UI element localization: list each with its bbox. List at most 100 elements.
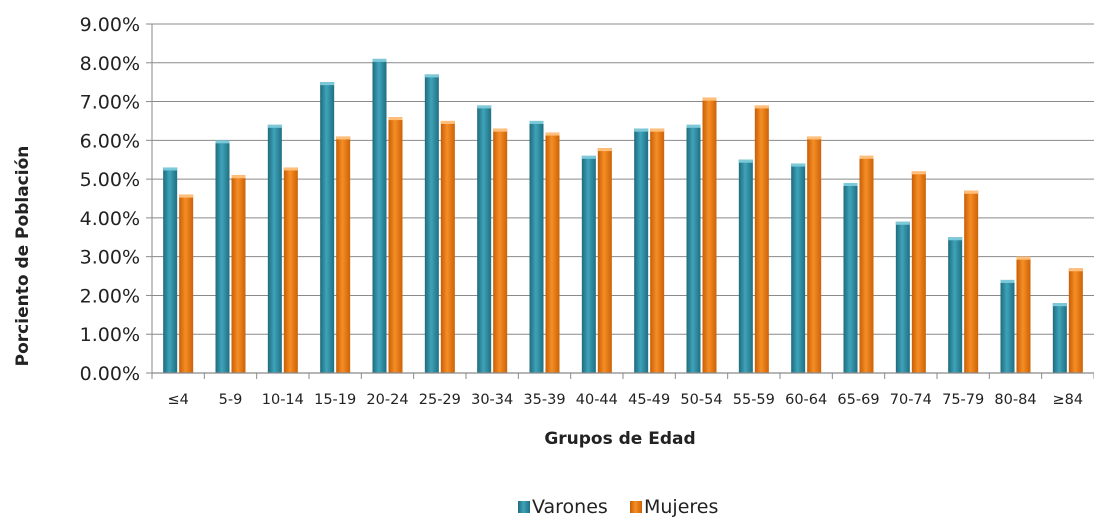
bar-mujeres-16 <box>1016 256 1031 373</box>
bar-mujeres-6 <box>493 128 508 373</box>
bar-varones-5 <box>424 74 439 374</box>
bar-body <box>807 136 822 373</box>
y-tick-label: 3.00% <box>80 247 140 269</box>
y-tick-label: 1.00% <box>80 324 140 346</box>
bar-varones-8 <box>581 155 596 373</box>
x-tick-label: 80-84 <box>994 392 1036 408</box>
bar-cap <box>336 136 351 140</box>
bar-body <box>702 97 717 373</box>
bar-varones-17 <box>1052 303 1067 373</box>
bar-body <box>1052 303 1067 373</box>
y-tick-label: 9.00% <box>80 14 140 36</box>
bar-varones-2 <box>267 124 282 373</box>
bar-mujeres-1 <box>231 175 246 373</box>
bar-mujeres-11 <box>754 105 769 373</box>
bar-mujeres-5 <box>440 120 455 373</box>
bar-body <box>686 124 701 373</box>
bar-mujeres-12 <box>807 136 822 373</box>
legend: Varones Mujeres <box>518 496 718 518</box>
y-tick-label: 2.00% <box>80 285 140 307</box>
y-tick-label: 4.00% <box>80 208 140 230</box>
bar-varones-1 <box>215 140 230 373</box>
bar-body <box>231 175 246 373</box>
bar-mujeres-9 <box>650 128 665 373</box>
bar-cap <box>493 128 508 132</box>
bar-body <box>738 159 753 373</box>
gridlines <box>146 23 1094 374</box>
bar-body <box>545 132 560 373</box>
x-tick-label: 35-39 <box>523 392 565 408</box>
bars <box>163 58 1083 374</box>
bar-body <box>754 105 769 373</box>
bar-mujeres-10 <box>702 97 717 373</box>
bar-cap <box>1052 303 1067 307</box>
bar-cap <box>320 82 335 86</box>
bar-body <box>529 120 544 373</box>
bar-cap <box>267 124 282 128</box>
x-tick-label: 10-14 <box>262 392 304 408</box>
y-tick-labels: 0.00% 1.00% 2.00% 3.00% 4.00% 5.00% 6.00% 7.00%… <box>80 14 140 385</box>
x-axis-title: Grupos de Edad <box>544 429 695 449</box>
bar-cap <box>1016 256 1031 260</box>
x-tick-label: 70-74 <box>890 392 932 408</box>
bar-cap <box>440 120 455 124</box>
bar-cap <box>372 58 387 62</box>
x-tick-label: 15-19 <box>314 392 356 408</box>
bar-body <box>791 163 806 373</box>
bar-body <box>650 128 665 373</box>
bar-body <box>372 58 387 374</box>
legend-label: Mujeres <box>644 496 718 518</box>
bar-body <box>895 221 910 373</box>
x-tick-label: 30-34 <box>471 392 513 408</box>
bar-body <box>911 171 926 373</box>
bar-body <box>283 167 298 373</box>
x-tick-label: ≤4 <box>167 392 188 408</box>
bar-body <box>336 136 351 373</box>
bar-varones-11 <box>738 159 753 373</box>
bar-cap <box>634 128 649 132</box>
bar-body <box>163 167 178 373</box>
bar-cap <box>388 117 403 121</box>
x-tick-label: 5-9 <box>219 392 243 408</box>
y-axis-title: Porciento de Población <box>13 146 33 367</box>
axes <box>151 24 1094 379</box>
x-tick-labels: ≤4 5-9 10-14 15-19 20-24 25-29 30-34 35-39 40-44… <box>167 392 1083 408</box>
bar-cap <box>163 167 178 171</box>
x-tick-label: 60-64 <box>785 392 827 408</box>
bar-cap <box>754 105 769 109</box>
bar-mujeres-7 <box>545 132 560 373</box>
bar-varones-7 <box>529 120 544 373</box>
bar-cap <box>686 124 701 128</box>
bar-cap <box>1068 268 1083 272</box>
x-tick-label: 40-44 <box>576 392 618 408</box>
bar-body <box>948 237 963 373</box>
bar-cap <box>964 190 979 194</box>
bar-mujeres-4 <box>388 117 403 373</box>
y-tick-label: 5.00% <box>80 169 140 191</box>
bar-mujeres-8 <box>597 148 612 373</box>
bar-body <box>493 128 508 373</box>
bar-mujeres-14 <box>911 171 926 373</box>
bar-varones-0 <box>163 167 178 373</box>
bar-cap <box>477 105 492 109</box>
bar-body <box>388 117 403 373</box>
bar-varones-12 <box>791 163 806 373</box>
bar-varones-13 <box>843 182 858 373</box>
bar-body <box>1068 268 1083 373</box>
bar-body <box>320 82 335 374</box>
x-tick-label: 20-24 <box>366 392 408 408</box>
bar-mujeres-15 <box>964 190 979 373</box>
bar-body <box>179 194 194 373</box>
bar-varones-6 <box>477 105 492 373</box>
bar-body <box>843 182 858 373</box>
bar-varones-9 <box>634 128 649 373</box>
bar-body <box>1000 279 1015 373</box>
bar-mujeres-13 <box>859 155 874 373</box>
bar-body <box>1016 256 1031 373</box>
legend-item-varones: Varones <box>518 496 608 518</box>
bar-cap <box>895 221 910 225</box>
bar-cap <box>179 194 194 198</box>
bar-cap <box>948 237 963 241</box>
bar-cap <box>791 163 806 167</box>
